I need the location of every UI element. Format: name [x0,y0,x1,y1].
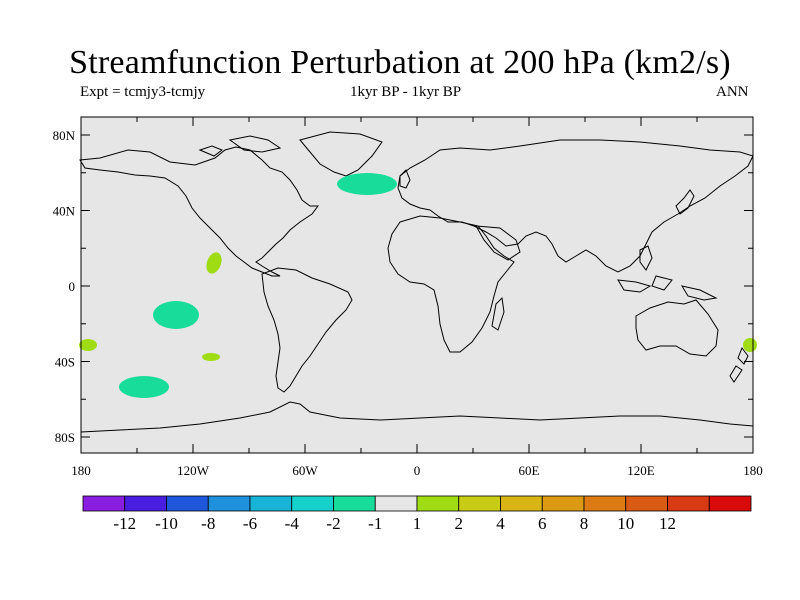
new-zealand-coastline [729,346,749,383]
north-america-coastline [79,146,319,277]
colorbar-swatch [458,495,501,512]
colorbar-label: 10 [617,514,634,533]
longitude-axis: 180 120W 60W 0 60E 120E 180 [71,117,763,478]
colorbar-swatch [374,495,418,512]
lon-label: 60E [519,463,540,478]
colorbar-swatch [583,495,627,512]
colorbar-swatch [291,495,334,512]
australia-coastline [635,299,719,357]
anomaly-south-pacific-midlat [119,376,169,398]
map-title: Streamfunction Perturbation at 200 hPa (… [69,44,731,81]
colorbar: -12 -10 -8 -6 -4 -2 -1 1 2 4 6 8 10 12 [82,495,752,533]
colorbar-swatch [333,495,376,512]
colorbar-label: -2 [326,514,340,533]
british-isles-coastline [399,169,411,189]
anomaly-dateline-east-edge [743,338,757,352]
lat-label: 80S [55,430,75,445]
colorbar-swatch [500,495,543,512]
japan-coastline [675,189,695,215]
colorbar-label: 2 [455,514,464,533]
anomaly-dateline-west-edge [79,339,97,351]
colorbar-swatch [708,495,752,512]
lon-label: 0 [414,463,421,478]
arabia-coastline [475,225,521,261]
colorbar-swatch [625,495,668,512]
colorbar-swatch [667,495,710,512]
africa-coastline [387,215,515,353]
colorbar-label: -12 [113,514,136,533]
lat-label: 40S [55,355,75,370]
anomaly-north-atlantic [337,173,397,195]
south-america-coastline [261,267,353,393]
madagascar-coastline [491,296,505,331]
colorbar-swatch [166,495,209,512]
lon-label: 180 [743,463,763,478]
greenland-coastline [299,131,383,177]
colorbar-label: -1 [368,514,382,533]
lat-label: 40N [53,204,76,219]
colorbar-label: -10 [155,514,178,533]
ocean-background [81,117,753,453]
colorbar-label: -8 [201,514,215,533]
anomaly-south-pacific-small [202,353,220,361]
lon-label: 60W [292,463,318,478]
season-label: ANN [716,84,749,100]
coastlines [79,131,754,433]
colorbar-label: 1 [413,514,422,533]
colorbar-label: 8 [580,514,589,533]
colorbar-swatch [249,495,293,512]
arctic-islands-coastline [198,135,282,157]
lon-label: 180 [71,463,91,478]
anomaly-east-pacific-north [206,252,222,274]
lon-label: 120E [627,463,655,478]
colorbar-swatch [541,495,585,512]
colorbar-label: -4 [285,514,300,533]
colorbar-label: 6 [538,514,547,533]
lon-label: 120W [177,463,210,478]
colorbar-label: -6 [243,514,257,533]
anomaly-south-pacific-tropical [153,301,199,329]
lat-label: 80N [53,128,76,143]
antarctica-coastline [80,401,754,433]
experiment-label: Expt = tcmjy3-tcmjy [80,84,206,100]
colorbar-swatch [207,495,251,512]
colorbar-swatch [416,495,460,512]
period-label: 1kyr BP - 1kyr BP [350,84,462,100]
colorbar-label: 12 [659,514,676,533]
lat-label: 0 [69,279,76,294]
maritime-continent-coastline [617,245,718,301]
colorbar-label: 4 [496,514,505,533]
latitude-axis: 80N 40N 0 40S 80S [53,128,753,445]
colorbar-swatch [124,495,167,512]
colorbar-swatch [82,495,126,512]
